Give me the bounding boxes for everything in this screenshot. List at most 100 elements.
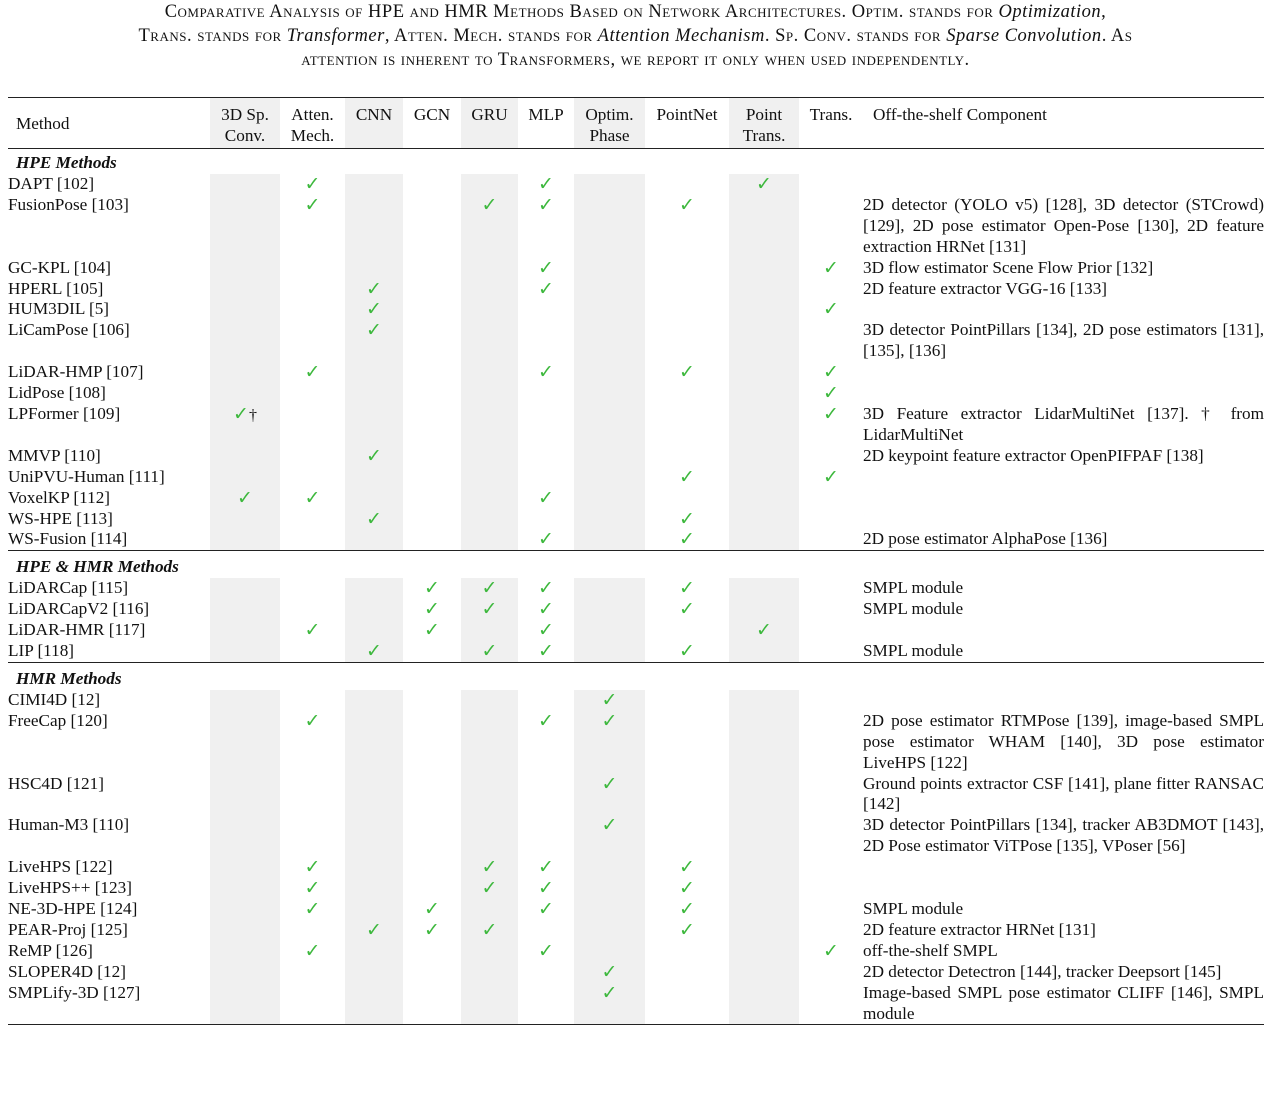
check-cell-trans [799, 920, 863, 941]
table-row: LidPose [108] ✓ [8, 383, 1264, 404]
check-cell-pointnet [645, 174, 729, 195]
method-cell: Human-M3 [110] [8, 815, 130, 835]
check-cell-point-trans [729, 961, 799, 983]
table-row: MMVP [110] ✓ 2D keypoint feature extractor… [8, 445, 1264, 467]
check-icon: ✓ [366, 320, 382, 342]
check-cell-optim-phase [574, 529, 645, 551]
check-cell-point-trans [729, 466, 799, 488]
check-cell-3d-sp-conv [210, 383, 280, 404]
check-icon: ✓ [366, 641, 382, 662]
check-cell-cnn [345, 174, 403, 195]
check-cell-point-trans [729, 362, 799, 384]
check-cell-atten-mech [280, 467, 345, 488]
check-cell-pointnet: ✓ [645, 599, 729, 620]
check-cell-trans: ✓ [799, 362, 863, 383]
check-cell-atten-mech [280, 962, 345, 983]
check-cell-point-trans [729, 487, 799, 509]
check-icon: ✓ [756, 174, 772, 195]
caption-line-2: Trans. stands for Transformer, Atten. Me… [20, 24, 1251, 48]
check-cell-cnn [345, 878, 403, 899]
check-cell-atten-mech [280, 641, 345, 662]
check-cell-trans [799, 774, 863, 816]
check-cell-point-trans [729, 278, 799, 300]
check-cell-pointnet [645, 320, 729, 362]
check-cell-atten-mech: ✓ [280, 878, 345, 899]
check-cell-optim-phase: ✓ [574, 961, 645, 983]
check-cell-cnn [345, 982, 403, 1026]
check-cell-cnn: ✓ [345, 445, 403, 467]
check-icon: ✓ [481, 857, 498, 879]
check-cell-point-trans [729, 710, 799, 774]
component-cell [863, 362, 1264, 383]
check-icon: ✓ [679, 878, 695, 899]
check-cell-gru [461, 529, 518, 551]
check-cell-trans [799, 578, 863, 599]
check-icon: ✓ [424, 620, 440, 642]
check-icon: ✓ [538, 899, 554, 920]
check-icon: ✓ [679, 919, 695, 941]
check-cell-mlp: ✓ [518, 878, 574, 899]
component-cell: 2D feature extractor VGG-16 [133] [863, 278, 1108, 298]
component-cell: 2D feature extractor HRNet [131] [863, 919, 1096, 939]
check-cell-3d-sp-conv [210, 620, 280, 642]
check-cell-atten-mech: ✓ [280, 362, 345, 383]
header-pointnet: PointNet [645, 97, 729, 149]
check-cell-atten-mech: ✓ [280, 195, 345, 258]
check-cell-gru [461, 899, 518, 920]
check-icon: ✓ [601, 815, 618, 837]
check-cell-cnn: ✓ [345, 508, 403, 530]
check-icon: ✓ [481, 194, 498, 216]
check-icon: ✓ [601, 773, 618, 795]
check-cell-point-trans [729, 320, 799, 363]
caption-text: , Atten. Mech. stands for [384, 26, 598, 46]
check-cell-gru [461, 620, 518, 642]
check-cell-cnn [345, 466, 403, 488]
check-cell-cnn: ✓ [345, 919, 403, 941]
check-cell-mlp [518, 690, 574, 711]
table-row: VoxelKP [112] ✓ ✓ ✓ [8, 487, 1264, 509]
check-cell-atten-mech [280, 509, 345, 530]
header-optim-phase: Optim. Phase [574, 97, 645, 149]
caption-text: , [1101, 2, 1107, 22]
table-row: LiDAR-HMP [107] ✓ ✓ ✓ ✓ [8, 362, 1264, 384]
check-cell-3d-sp-conv [210, 445, 280, 467]
check-icon: ✓ [366, 299, 382, 321]
check-cell-optim-phase [574, 487, 645, 509]
check-cell-3d-sp-conv [210, 362, 280, 384]
check-cell-trans [799, 815, 863, 857]
check-cell-gcn [403, 711, 461, 774]
table-row: HPERL [105] ✓ ✓ 2D feature extractor VGG-16… [8, 278, 1264, 300]
check-icon: ✓ [304, 940, 321, 962]
check-cell-trans: ✓ [799, 383, 863, 404]
check-cell-mlp: ✓ [518, 195, 574, 258]
check-cell-optim-phase: ✓ [574, 773, 645, 816]
caption-text: Trans. stands for [138, 26, 287, 46]
check-cell-pointnet: ✓ [645, 857, 729, 878]
table-row: GC-KPL [104] ✓ ✓ 3D flow estimator Scene Fl… [8, 257, 1264, 279]
check-cell-mlp: ✓ [518, 641, 574, 662]
component-cell [863, 299, 1264, 320]
caption-emphasis: Attention Mechanism [597, 26, 765, 46]
check-cell-point-trans [729, 383, 799, 404]
check-cell-3d-sp-conv [210, 689, 280, 711]
check-cell-gru [461, 982, 518, 1026]
check-cell-optim-phase [574, 878, 645, 899]
check-cell-pointnet: ✓ [645, 899, 729, 920]
header-component: Off-the-shelf Component [863, 97, 1264, 149]
table-row: HUM3DIL [5] ✓ ✓ [8, 299, 1264, 321]
check-icon: ✓ [823, 257, 839, 279]
check-cell-3d-sp-conv [210, 529, 280, 551]
check-cell-gru [461, 487, 518, 509]
check-cell-optim-phase [574, 257, 645, 279]
check-cell-optim-phase: ✓ [574, 689, 645, 711]
method-cell: SMPLify-3D [127] [8, 983, 210, 1026]
method-cell: HUM3DIL [5] [8, 299, 110, 319]
check-cell-gcn [403, 857, 461, 878]
check-cell-point-trans [729, 878, 799, 899]
check-icon: ✓ [538, 174, 554, 195]
table-caption: Comparative Analysis of HPE and HMR Meth… [0, 0, 1271, 80]
check-cell-gru [461, 961, 518, 983]
check-icon: ✓ [424, 899, 440, 920]
check-cell-point-trans [729, 578, 799, 600]
check-cell-pointnet [645, 404, 729, 446]
